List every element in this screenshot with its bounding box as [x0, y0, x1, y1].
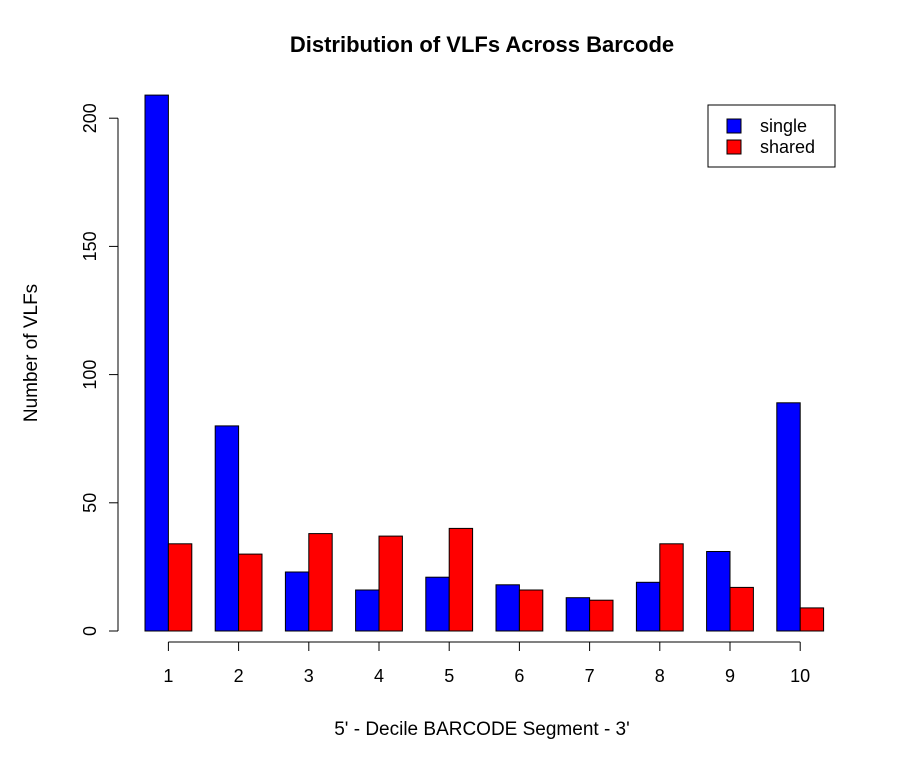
- legend-label-shared: shared: [760, 137, 815, 157]
- x-tick-label-10: 10: [790, 666, 810, 686]
- x-axis-label: 5' - Decile BARCODE Segment - 3': [334, 719, 630, 740]
- bar-shared-3: [308, 533, 333, 632]
- y-tick-label-50: 50: [80, 493, 100, 513]
- y-tick-label-0: 0: [80, 626, 100, 636]
- bar-single-10: [776, 402, 801, 632]
- x-tick-label-9: 9: [725, 666, 735, 686]
- bar-shared-9: [729, 586, 754, 632]
- x-tick-label-1: 1: [163, 666, 173, 686]
- bar-shared-7: [589, 599, 614, 632]
- bar-single-7: [565, 597, 591, 632]
- bar-shared-4: [378, 535, 403, 632]
- legend-label-single: single: [760, 116, 807, 136]
- bar-single-8: [635, 581, 661, 632]
- bar-single-9: [706, 551, 731, 632]
- bar-single-2: [214, 425, 240, 632]
- bar-single-6: [495, 584, 520, 632]
- bars: [144, 94, 825, 632]
- x-tick-label-8: 8: [655, 666, 665, 686]
- y-axis-label: Number of VLFs: [21, 284, 42, 422]
- y-tick-label-100: 100: [80, 360, 100, 390]
- x-tick-label-6: 6: [514, 666, 524, 686]
- x-tick-label-2: 2: [234, 666, 244, 686]
- bar-shared-5: [448, 527, 474, 632]
- x-tick-label-5: 5: [444, 666, 454, 686]
- bar-single-3: [284, 571, 310, 632]
- bar-single-5: [425, 576, 450, 632]
- bar-shared-8: [659, 543, 684, 632]
- y-axis: 0 50 100 150 200: [80, 103, 119, 636]
- x-tick-label-4: 4: [374, 666, 384, 686]
- legend-box: [707, 104, 836, 168]
- y-tick-label-200: 200: [80, 103, 100, 133]
- x-tick-label-3: 3: [304, 666, 314, 686]
- y-tick-label-150: 150: [80, 231, 100, 261]
- chart-title: Distribution of VLFs Across Barcode: [290, 32, 674, 57]
- legend-swatch-single: [726, 118, 742, 134]
- x-axis: 1 2 3 4 5 6 7 8 9 10: [163, 641, 810, 686]
- bar-single-4: [355, 589, 380, 632]
- legend-swatch-shared: [726, 139, 742, 155]
- bar-single-1: [144, 94, 169, 632]
- x-tick-label-7: 7: [585, 666, 595, 686]
- bar-shared-1: [167, 543, 193, 632]
- bar-shared-6: [518, 589, 544, 632]
- bar-shared-10: [799, 607, 825, 632]
- bar-shared-2: [238, 553, 263, 632]
